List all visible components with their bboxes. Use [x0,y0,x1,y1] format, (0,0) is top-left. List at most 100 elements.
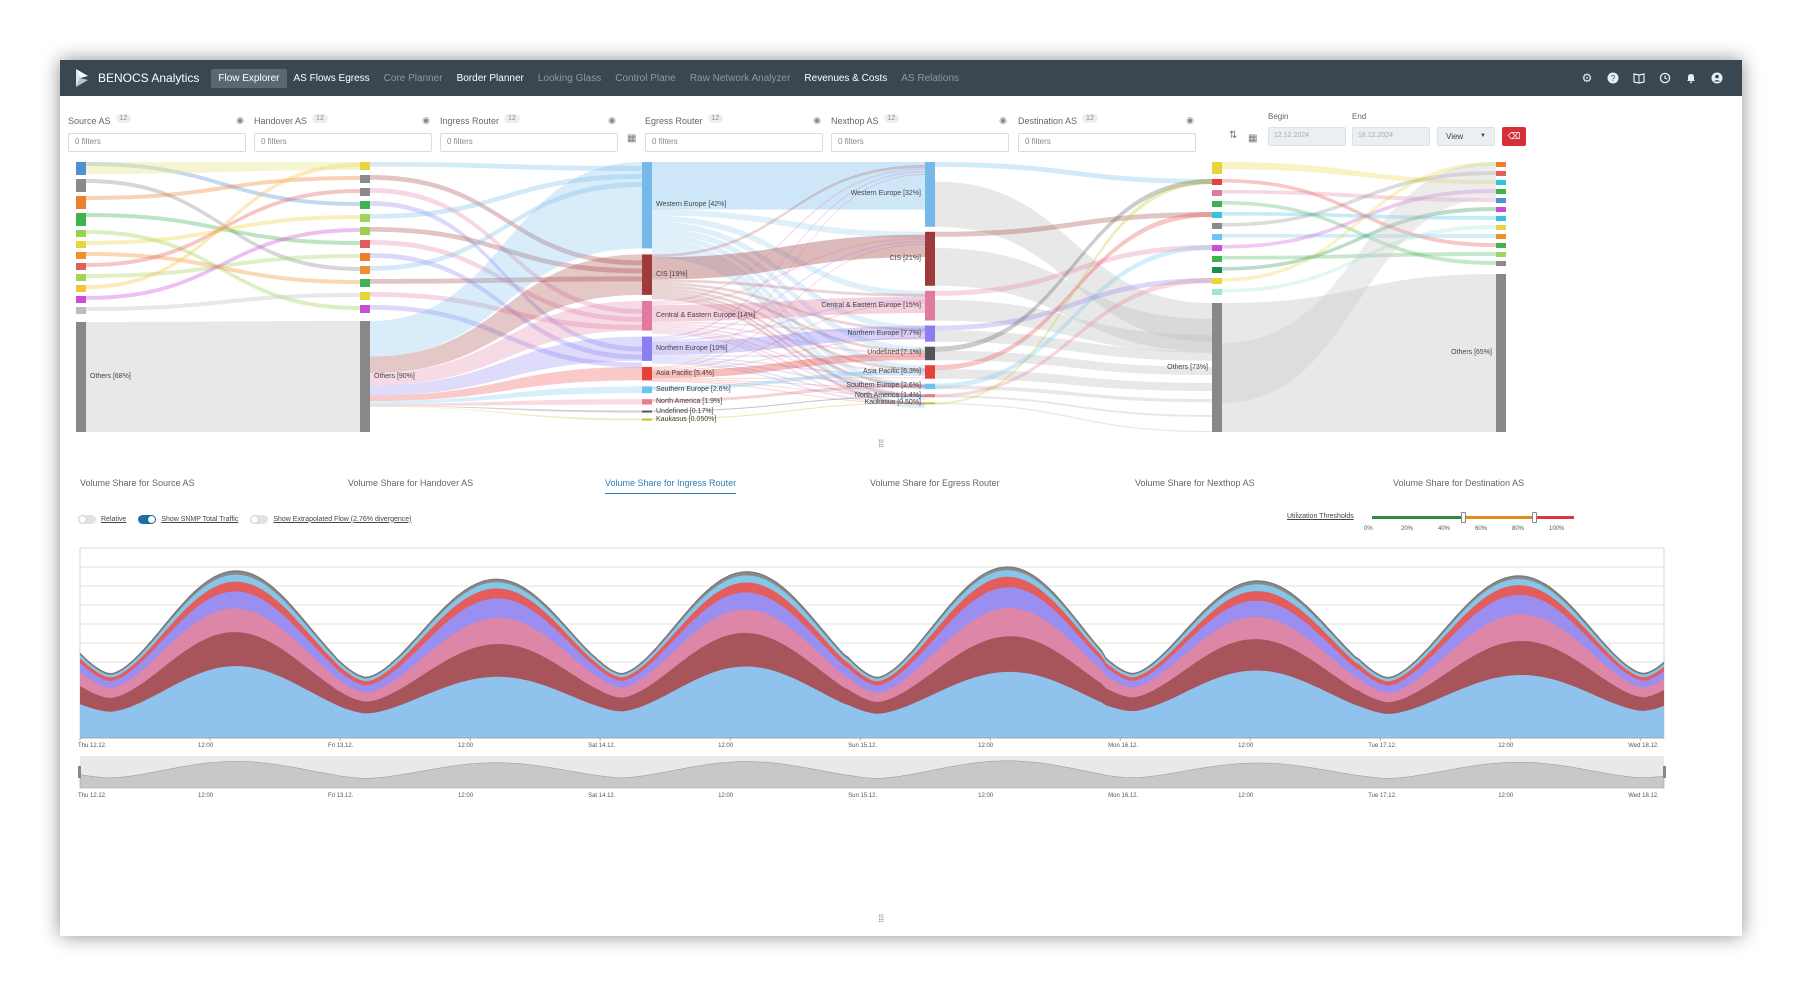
filter-handover-as-input[interactable]: 0 filters [254,133,432,152]
user-icon[interactable] [1710,71,1724,85]
nexthop-as-node[interactable] [1212,179,1222,185]
clear-filters-button[interactable]: ⌫ [1502,127,1526,146]
bell-icon[interactable] [1684,71,1698,85]
ingress-egress-flow[interactable] [652,321,925,334]
handover-as-node[interactable] [360,266,370,274]
filter-ingress-router-input[interactable]: 0 filters [440,133,618,152]
nexthop-destination-flow[interactable] [1222,162,1496,184]
handover-ingress-others-flow[interactable] [370,336,642,396]
source-as-node[interactable] [76,307,86,314]
ingress-egress-flow[interactable] [652,209,925,238]
ingress-egress-flow[interactable] [652,327,925,389]
source-handover-flow[interactable] [86,215,360,245]
handover-as-node[interactable] [360,305,370,313]
toggle-extrapolated-flow[interactable]: Show Extrapolated Flow (2.76% divergence… [250,514,411,524]
ingress-egress-flow[interactable] [652,168,925,303]
ingress-egress-flow[interactable] [652,379,925,388]
handover-as-node[interactable] [360,188,370,196]
source-handover-flow[interactable] [86,230,360,310]
ingress-egress-flow[interactable] [652,360,925,398]
ingress-egress-flow[interactable] [652,370,925,391]
destination-as-others-node[interactable] [1496,274,1506,432]
toggle-relative[interactable]: Relative [78,514,126,524]
handover-ingress-others-flow[interactable] [370,366,642,401]
ingress-egress-flow[interactable] [652,227,925,353]
nav-control-plane[interactable]: Control Plane [615,72,676,84]
toggle-switch[interactable] [78,514,96,524]
egress-router-node[interactable] [925,394,935,398]
handover-as-node[interactable] [360,214,370,222]
handover-ingress-others-flow[interactable] [370,399,642,406]
egress-nexthop-others-flow[interactable] [935,181,1212,342]
source-handover-flow[interactable] [86,163,360,289]
destination-as-node[interactable] [1496,243,1506,248]
handover-ingress-others-flow[interactable] [370,300,642,386]
toggle-snmp-total[interactable]: Show SNMP Total Traffic [138,514,238,524]
nav-as-flows-egress[interactable]: AS Flows Egress [293,72,370,84]
tab-volume-share-for-handover-as[interactable]: Volume Share for Handover AS [348,478,474,488]
egress-nexthop-others-flow[interactable] [935,385,1212,403]
handover-ingress-flow[interactable] [370,292,642,330]
toggle-switch[interactable] [250,514,269,524]
ingress-egress-flow[interactable] [652,221,925,332]
nexthop-destination-flow[interactable] [1222,207,1496,271]
brand[interactable]: BENOCS Analytics [60,60,199,96]
ingress-egress-flow[interactable] [652,325,925,356]
tab-volume-share-for-nexthop-as[interactable]: Volume Share for Nexthop AS [1135,478,1255,488]
ingress-egress-flow[interactable] [652,251,925,409]
ingress-egress-flow[interactable] [652,323,925,355]
source-handover-flow[interactable] [86,189,360,267]
handover-as-node[interactable] [360,292,370,300]
destination-as-node[interactable] [1496,225,1506,230]
history-icon[interactable] [1658,71,1672,85]
egress-router-node[interactable] [925,365,935,379]
filter-egress-router-input[interactable]: 0 filters [645,133,823,152]
destination-as-node[interactable] [1496,216,1506,221]
nexthop-destination-flow[interactable] [1222,212,1496,220]
source-handover-flow[interactable] [86,213,360,245]
destination-as-node[interactable] [1496,162,1506,167]
ingress-egress-flow[interactable] [652,233,925,372]
egress-nexthop-others-flow[interactable] [935,330,1212,361]
nav-flow-explorer[interactable]: Flow Explorer [211,68,287,88]
source-handover-flow[interactable] [86,252,360,284]
ingress-router-node[interactable] [642,336,652,361]
ingress-egress-flow[interactable] [652,384,925,403]
ingress-egress-flow[interactable] [652,402,925,420]
destination-as-node[interactable] [1496,261,1506,266]
source-as-node[interactable] [76,263,86,270]
nav-raw-network-analyzer[interactable]: Raw Network Analyzer [689,72,791,84]
ingress-egress-flow[interactable] [652,329,925,397]
nexthop-as-node[interactable] [1212,201,1222,207]
egress-nexthop-others-flow[interactable] [935,350,1212,376]
source-handover-others-flow[interactable] [86,321,360,432]
handover-ingress-flow[interactable] [370,240,642,322]
ingress-egress-flow[interactable] [652,302,925,370]
calendar-icon-ingress[interactable]: ▦ [627,133,637,144]
nexthop-destination-flow[interactable] [1222,171,1496,227]
source-as-node[interactable] [76,274,86,281]
handover-ingress-flow[interactable] [370,182,642,271]
egress-router-node[interactable] [925,231,935,286]
nav-revenues-costs[interactable]: Revenues & Costs [804,72,888,84]
ingress-egress-flow[interactable] [652,162,925,210]
source-as-node[interactable] [76,230,86,237]
nav-looking-glass[interactable]: Looking Glass [537,72,602,84]
ingress-egress-flow[interactable] [652,243,925,369]
ingress-egress-flow[interactable] [652,293,925,397]
nexthop-as-node[interactable] [1212,245,1222,251]
source-as-node[interactable] [76,241,86,248]
toggle-switch[interactable] [138,514,157,524]
handover-ingress-flow[interactable] [370,227,642,274]
ingress-egress-flow[interactable] [652,239,925,390]
nav-as-relations[interactable]: AS Relations [901,72,960,84]
ingress-egress-flow[interactable] [652,171,925,339]
handover-as-node[interactable] [360,175,370,183]
source-handover-flow[interactable] [86,162,360,174]
destination-as-node[interactable] [1496,171,1506,176]
chart-area-series[interactable] [80,666,1664,738]
destination-as-node[interactable] [1496,252,1506,257]
help-icon[interactable]: ? [1606,71,1620,85]
ingress-egress-flow[interactable] [652,240,925,341]
handover-as-others-node[interactable] [360,321,370,432]
